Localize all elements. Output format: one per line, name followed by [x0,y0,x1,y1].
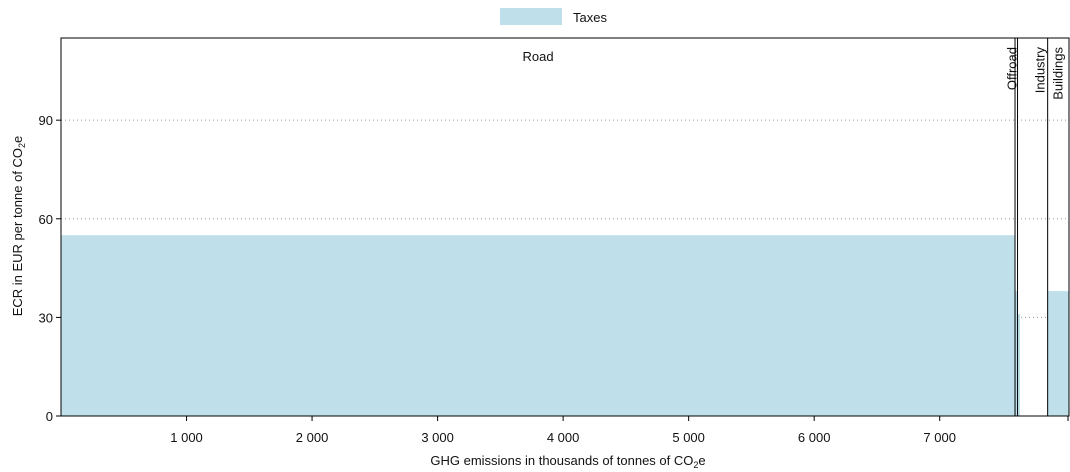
x-axis-title: GHG emissions in thousands of tonnes of … [430,453,705,470]
bars [61,235,1069,416]
legend-swatch-taxes [500,8,562,25]
y-tick-label-2: 60 [39,212,53,227]
legend-label-taxes: Taxes [573,10,607,25]
sector-label-industry: Industry [1033,47,1048,94]
bar-1 [1015,291,1018,416]
bar-3 [1047,291,1069,416]
x-tick-label-2: 3 000 [421,430,454,445]
x-tick-label-3: 4 000 [547,430,580,445]
sector-label-buildings: Buildings [1050,47,1065,100]
y-axis-title: ECR in EUR per tonne of CO2e [10,136,27,317]
legend: Taxes [500,8,607,25]
bar-0 [61,235,1016,416]
y-tick-label-0: 0 [46,409,53,424]
x-tick-label-6: 7 000 [923,430,956,445]
x-tick-label-1: 2 000 [296,430,329,445]
axis-ticks: 1 000 2 000 3 000 4 000 5 000 6 000 7 000 0 30 60… [39,113,1069,445]
x-tick-label-4: 5 000 [672,430,705,445]
y-tick-label-3: 90 [39,113,53,128]
x-tick-label-0: 1 000 [170,430,203,445]
plot-frame [60,37,1070,417]
y-tick-label-1: 30 [39,310,53,325]
x-tick-label-5: 6 000 [798,430,831,445]
sector-label-offroad: Offroad [1004,47,1019,90]
bar-2 [1017,314,1021,416]
sector-dividers: Road Offroad Industry Buildings [522,38,1065,416]
sector-label-road: Road [522,49,553,64]
